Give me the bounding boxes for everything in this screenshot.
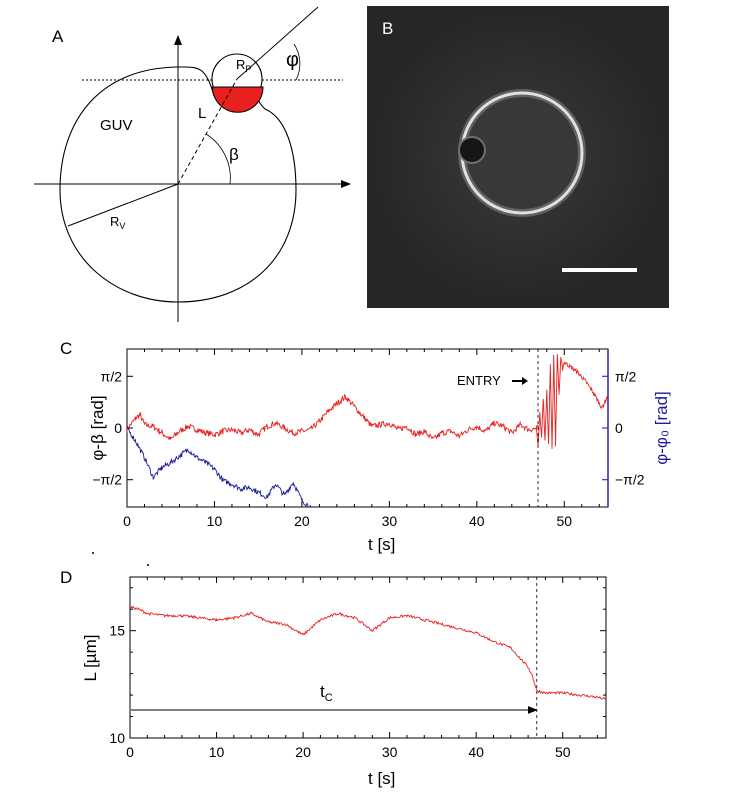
phi-arc bbox=[293, 43, 301, 81]
panel-d-label: D bbox=[60, 568, 72, 587]
l-label: L bbox=[198, 105, 206, 122]
x-tick-label: 20 bbox=[294, 513, 310, 529]
guv-outline bbox=[59, 66, 297, 303]
vesicle-interior bbox=[461, 92, 583, 214]
y-tick-label-left: 0 bbox=[114, 420, 122, 436]
plot-c-series bbox=[126, 354, 609, 508]
plot-d-series bbox=[129, 605, 607, 700]
plot-d-frame bbox=[129, 576, 607, 739]
phi-direction-line bbox=[236, 6, 319, 80]
x-tick-label: 10 bbox=[207, 513, 223, 529]
x-tick-label: 40 bbox=[468, 744, 484, 760]
particle-wrapped-region bbox=[211, 86, 264, 113]
panel-a: A GUV L β φ RP RV bbox=[34, 6, 351, 322]
entry-annotation: ENTRY bbox=[457, 373, 501, 388]
series-entry-oscillation-line bbox=[535, 354, 609, 449]
bead-particle bbox=[458, 136, 486, 164]
beta-label: β bbox=[229, 145, 239, 164]
rp-label: RP bbox=[236, 57, 251, 74]
x-tick-label: 0 bbox=[126, 744, 134, 760]
guv-label: GUV bbox=[100, 117, 133, 134]
panel-a-label: A bbox=[52, 27, 64, 46]
beta-arc bbox=[205, 133, 231, 185]
x-tick-label: 50 bbox=[555, 744, 571, 760]
series-phi-beta-line bbox=[126, 393, 539, 440]
rv-label: RV bbox=[110, 214, 125, 231]
plot-d-ylabel: L [µm] bbox=[81, 635, 100, 682]
x-tick-label: 40 bbox=[469, 513, 485, 529]
phi-label: φ bbox=[286, 49, 299, 71]
stray-dot bbox=[92, 552, 94, 554]
tc-annotation: tC bbox=[320, 682, 333, 704]
length-l-line bbox=[177, 78, 238, 185]
stray-dot bbox=[147, 564, 149, 566]
plot-d-xlabel: t [s] bbox=[368, 769, 395, 788]
x-tick-label: 20 bbox=[295, 744, 311, 760]
y-tick-label-left: π/2 bbox=[101, 368, 123, 384]
plot-c-ylabel-right: φ-φ₀ [rad] bbox=[652, 391, 671, 465]
x-tick-label: 10 bbox=[209, 744, 225, 760]
y-tick-label: 15 bbox=[109, 623, 125, 639]
panel-c-label: C bbox=[60, 339, 72, 358]
y-tick-label-left: −π/2 bbox=[92, 472, 122, 488]
series-phi-phi0-line bbox=[126, 426, 312, 508]
series-length-line bbox=[129, 605, 607, 700]
plot-c-xlabel: t [s] bbox=[368, 535, 395, 554]
panel-c: C 0 10 20 30 40 50 π/2 π/2 0 0 −π/2 −π/2 ENTRY t [s… bbox=[60, 339, 671, 554]
x-tick-label: 50 bbox=[556, 513, 572, 529]
plot-c-ylabel-left: φ-β [rad] bbox=[88, 395, 107, 460]
entry-arrow-icon bbox=[512, 377, 528, 385]
x-tick-label: 0 bbox=[123, 513, 131, 529]
y-tick-label: 10 bbox=[109, 730, 125, 746]
plot-c-ticks: 0 10 20 30 40 50 π/2 π/2 0 0 −π/2 −π/2 bbox=[92, 349, 645, 529]
panel-b: B bbox=[367, 6, 669, 308]
panel-b-label: B bbox=[382, 19, 393, 38]
y-tick-label-right: −π/2 bbox=[615, 472, 645, 488]
x-tick-label: 30 bbox=[382, 513, 398, 529]
rv-radius-line bbox=[67, 183, 179, 227]
y-tick-label-right: 0 bbox=[615, 420, 623, 436]
y-tick-label-right: π/2 bbox=[615, 368, 637, 384]
x-tick-label: 30 bbox=[382, 744, 398, 760]
